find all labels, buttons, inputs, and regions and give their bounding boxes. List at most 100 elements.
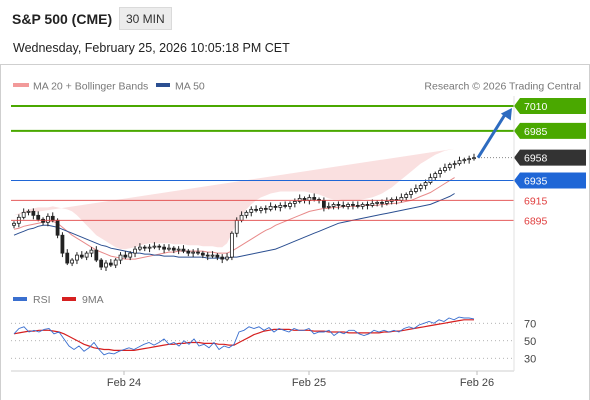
candle-body bbox=[215, 254, 220, 258]
candle-body bbox=[229, 232, 234, 258]
ma50-legend-swatch bbox=[156, 83, 170, 87]
candle-body bbox=[336, 204, 341, 206]
candle-body bbox=[292, 201, 297, 204]
candle-body bbox=[384, 201, 389, 204]
candle-body bbox=[186, 250, 191, 254]
chart-header: S&P 500 (CME) 30 MIN bbox=[0, 0, 590, 34]
candle-body bbox=[70, 259, 75, 264]
candle-body bbox=[200, 252, 205, 256]
candle-body bbox=[167, 247, 171, 250]
x-tick-label: Feb 25 bbox=[292, 377, 326, 389]
candle-body bbox=[443, 167, 447, 171]
candle-body bbox=[128, 252, 133, 258]
candle-body bbox=[210, 254, 215, 257]
candle-body bbox=[21, 211, 26, 218]
candle-body bbox=[191, 251, 196, 254]
candle-body bbox=[346, 204, 351, 207]
candle-body bbox=[104, 262, 108, 268]
candle-body bbox=[152, 245, 157, 248]
level-label-6915: 6915 bbox=[524, 195, 548, 207]
candle-body bbox=[60, 234, 65, 254]
candle-body bbox=[239, 214, 244, 221]
candle-body bbox=[409, 191, 413, 195]
rsi-ma-legend-swatch bbox=[62, 297, 76, 301]
x-tick-label: Feb 26 bbox=[460, 377, 494, 389]
candle-body bbox=[433, 173, 438, 178]
candle-body bbox=[438, 170, 443, 174]
candle-body bbox=[176, 248, 181, 251]
candle-body bbox=[234, 219, 239, 234]
candle-body bbox=[244, 211, 249, 216]
x-tick-label: Feb 24 bbox=[107, 377, 141, 389]
candle-body bbox=[113, 259, 118, 266]
candle-body bbox=[12, 222, 16, 226]
candle-body bbox=[123, 254, 128, 258]
candle-body bbox=[65, 252, 70, 264]
rsi-legend-label: RSI bbox=[33, 294, 51, 306]
candle-body bbox=[331, 204, 336, 207]
candle-body bbox=[263, 207, 268, 210]
candle-body bbox=[268, 205, 273, 210]
candle-body bbox=[181, 248, 186, 252]
candle-body bbox=[196, 251, 200, 254]
candle-body bbox=[321, 200, 326, 208]
level-tag-6935 bbox=[514, 172, 586, 189]
level-label-7010: 7010 bbox=[524, 101, 548, 113]
candle-body bbox=[288, 203, 292, 207]
candle-body bbox=[365, 204, 370, 206]
rsi-ma-legend-label: 9MA bbox=[82, 294, 104, 306]
candle-body bbox=[254, 208, 259, 211]
bb-legend-swatch bbox=[13, 83, 29, 87]
candle-body bbox=[312, 197, 317, 200]
ma50-line bbox=[13, 193, 455, 259]
ma50-legend-label: MA 50 bbox=[175, 81, 205, 93]
rsi-tick-70: 70 bbox=[524, 318, 536, 330]
candle-body bbox=[249, 208, 254, 213]
source-label: Research © 2026 Trading Central bbox=[424, 81, 581, 93]
timeframe-button[interactable]: 30 MIN bbox=[119, 7, 172, 30]
candle-body bbox=[447, 164, 452, 169]
candle-body bbox=[36, 214, 41, 220]
candle-body bbox=[457, 160, 462, 165]
candle-body bbox=[452, 163, 457, 166]
candle-body bbox=[118, 254, 123, 261]
rsi-line bbox=[13, 316, 475, 356]
chart-date: Wednesday, February 25, 2026 10:05:18 PM… bbox=[13, 41, 290, 55]
candle-body bbox=[75, 254, 79, 261]
candle-body bbox=[133, 248, 137, 254]
candle-body bbox=[225, 256, 229, 260]
candle-body bbox=[278, 204, 283, 208]
candle-body bbox=[147, 246, 152, 249]
candle-body bbox=[26, 210, 31, 213]
level-label-6985: 6985 bbox=[524, 126, 548, 138]
candle-body bbox=[418, 185, 423, 189]
rsi-tick-30: 30 bbox=[524, 353, 536, 365]
forecast-arrow-head bbox=[500, 107, 512, 121]
candle-body bbox=[360, 204, 365, 207]
rsi-ma-line bbox=[13, 319, 474, 351]
candle-body bbox=[99, 259, 104, 268]
level-label-6935: 6935 bbox=[524, 176, 548, 188]
bb-legend-label: MA 20 + Bollinger Bands bbox=[33, 81, 148, 93]
ma20-line bbox=[13, 177, 455, 260]
candle-body bbox=[45, 215, 50, 223]
rsi-legend-swatch bbox=[13, 297, 27, 301]
candle-body bbox=[375, 202, 380, 204]
candle-body bbox=[462, 159, 467, 162]
candle-body bbox=[467, 158, 472, 161]
candle-body bbox=[205, 254, 210, 257]
candle-body bbox=[380, 202, 384, 204]
candle-body bbox=[84, 252, 89, 258]
candle-body bbox=[413, 188, 418, 192]
candle-body bbox=[355, 204, 360, 207]
level-tag-6985 bbox=[514, 122, 586, 139]
candle-body bbox=[171, 247, 176, 251]
candle-body bbox=[341, 204, 346, 207]
rsi-tick-50: 50 bbox=[524, 336, 536, 348]
candle-body bbox=[142, 246, 147, 249]
instrument-title: S&P 500 (CME) bbox=[12, 11, 113, 27]
candle-body bbox=[55, 219, 60, 236]
candle-body bbox=[108, 262, 113, 266]
level-tag-7010 bbox=[514, 97, 586, 114]
candle-body bbox=[31, 210, 36, 216]
